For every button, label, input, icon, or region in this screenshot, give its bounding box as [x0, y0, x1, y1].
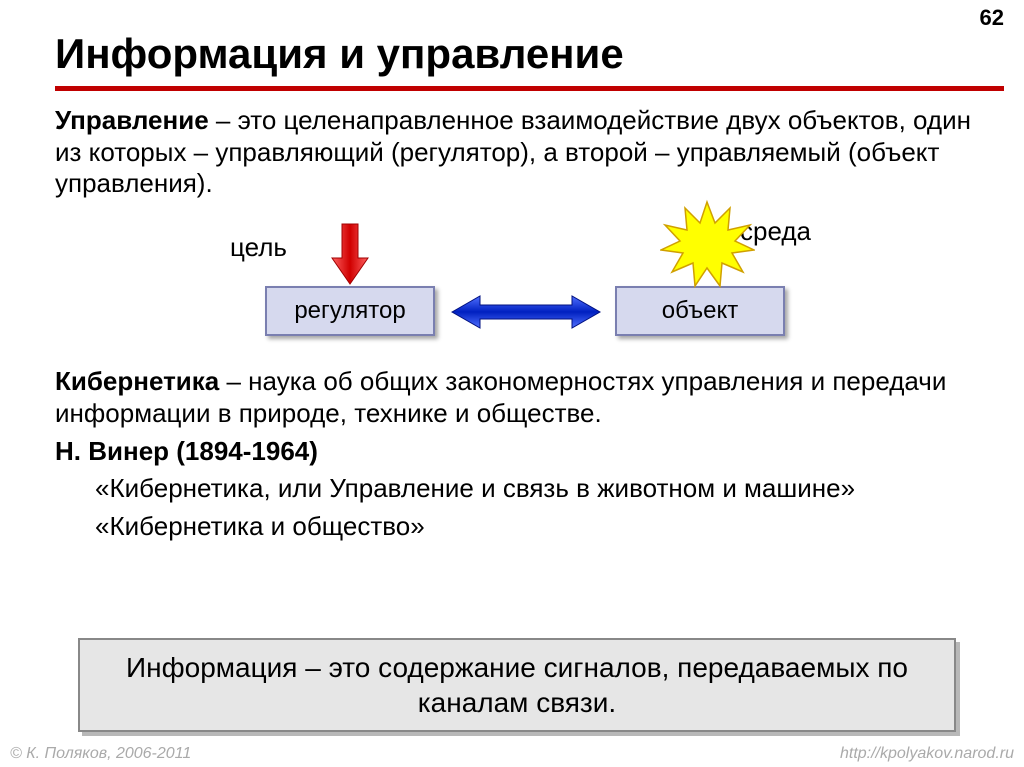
- label-goal: цель: [230, 232, 287, 264]
- sun-burst-icon: [660, 198, 755, 293]
- paragraph-cybernetics: Кибернетика – наука об общих закономерно…: [55, 366, 984, 429]
- slide-body: Управление – это целенаправленное взаимо…: [0, 91, 1024, 543]
- box-regulator: регулятор: [265, 286, 435, 336]
- paragraph-management: Управление – это целенаправленное взаимо…: [55, 105, 984, 200]
- footer-url: http://kpolyakov.narod.ru: [840, 745, 1014, 763]
- info-box-wrap: Информация – это содержание сигналов, пе…: [78, 638, 956, 732]
- slide-title: Информация и управление: [0, 0, 1024, 86]
- footer-copyright: © К. Поляков, 2006-2011: [10, 745, 191, 762]
- term-management: Управление: [55, 105, 209, 135]
- arrow-down-red-icon: [330, 222, 370, 286]
- slide: 62 Информация и управление Управление – …: [0, 0, 1024, 767]
- author-wiener: Н. Винер (1894-1964): [55, 436, 984, 468]
- diagram: цель среда регулятор: [55, 206, 984, 356]
- arrow-bidirectional-blue-icon: [450, 294, 602, 330]
- page-number: 62: [980, 5, 1004, 31]
- box-object: объект: [615, 286, 785, 336]
- footer: © К. Поляков, 2006-2011 http://kpolyakov…: [10, 745, 1014, 763]
- term-cybernetics: Кибернетика: [55, 366, 219, 396]
- info-box: Информация – это содержание сигналов, пе…: [78, 638, 956, 732]
- quote-1: «Кибернетика, или Управление и связь в ж…: [55, 473, 984, 505]
- quote-2: «Кибернетика и общество»: [55, 511, 984, 543]
